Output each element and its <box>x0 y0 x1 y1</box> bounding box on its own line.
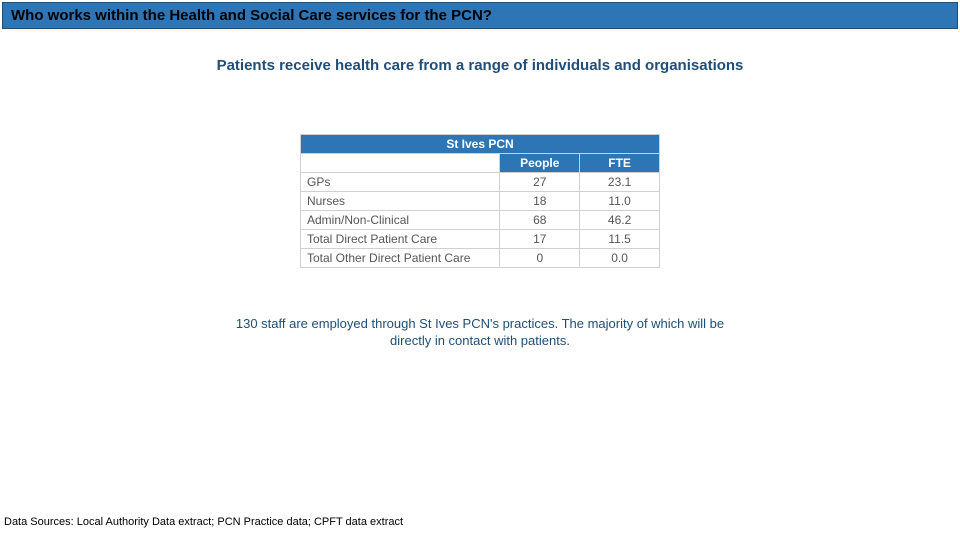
table-col-people: People <box>500 154 580 173</box>
table-row: Total Other Direct Patient Care 0 0.0 <box>301 249 660 268</box>
table-col-fte: FTE <box>580 154 660 173</box>
table-row: Total Direct Patient Care 17 11.5 <box>301 230 660 249</box>
row-people: 0 <box>500 249 580 268</box>
staff-table: St Ives PCN People FTE GPs 27 23.1 Nurse… <box>300 134 660 268</box>
table-col-blank <box>301 154 500 173</box>
table-title: St Ives PCN <box>301 135 660 154</box>
row-fte: 0.0 <box>580 249 660 268</box>
row-label: Nurses <box>301 192 500 211</box>
row-fte: 11.5 <box>580 230 660 249</box>
row-fte: 23.1 <box>580 173 660 192</box>
row-fte: 11.0 <box>580 192 660 211</box>
row-people: 68 <box>500 211 580 230</box>
row-label: Total Other Direct Patient Care <box>301 249 500 268</box>
page-title-bar: Who works within the Health and Social C… <box>2 2 958 29</box>
row-label: Admin/Non-Clinical <box>301 211 500 230</box>
table-row: Admin/Non-Clinical 68 46.2 <box>301 211 660 230</box>
row-people: 17 <box>500 230 580 249</box>
data-sources-footer: Data Sources: Local Authority Data extra… <box>4 516 403 528</box>
row-people: 18 <box>500 192 580 211</box>
row-label: GPs <box>301 173 500 192</box>
page-title: Who works within the Health and Social C… <box>11 7 492 24</box>
table-header-row: People FTE <box>301 154 660 173</box>
table-caption: 130 staff are employed through St Ives P… <box>230 316 730 350</box>
row-people: 27 <box>500 173 580 192</box>
row-label: Total Direct Patient Care <box>301 230 500 249</box>
page-subtitle: Patients receive health care from a rang… <box>0 57 960 74</box>
table-row: Nurses 18 11.0 <box>301 192 660 211</box>
row-fte: 46.2 <box>580 211 660 230</box>
table-row: GPs 27 23.1 <box>301 173 660 192</box>
staff-table-container: St Ives PCN People FTE GPs 27 23.1 Nurse… <box>300 134 660 268</box>
